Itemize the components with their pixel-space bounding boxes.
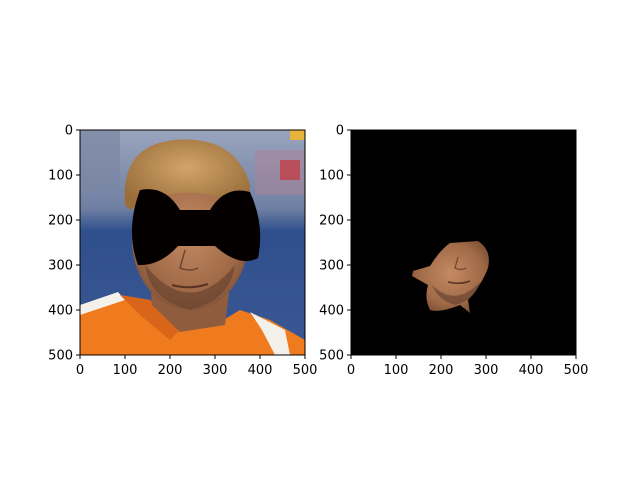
right-image: [351, 130, 576, 355]
left-image: [80, 130, 305, 355]
right-x-tick: 200: [429, 355, 454, 378]
right-x-tick: 400: [519, 355, 544, 378]
right-x-tick-label: 0: [347, 363, 355, 378]
left-y-tick: 200: [48, 214, 80, 229]
left-x-tick-label: 400: [248, 363, 273, 378]
right-y-tick: 200: [319, 214, 351, 229]
left-y-tick-label: 100: [48, 169, 73, 184]
left-y-tick: 500: [48, 349, 80, 364]
right-x-tick-label: 100: [384, 363, 409, 378]
left-x-tick: 100: [113, 355, 138, 378]
right-y-tick: 100: [319, 169, 351, 184]
left-y-tick: 100: [48, 169, 80, 184]
right-x-tick: 100: [384, 355, 409, 378]
left-y-ticks: 0 100 200 300 400 500: [48, 124, 80, 364]
left-y-tick-label: 400: [48, 304, 73, 319]
left-x-tick: 500: [293, 355, 318, 378]
left-y-tick-label: 500: [48, 349, 73, 364]
right-x-tick: 0: [347, 355, 355, 378]
right-axes-frame: [350, 129, 577, 356]
left-x-ticks: 0 100 200 300 400 500: [76, 355, 318, 378]
left-x-tick: 300: [203, 355, 228, 378]
right-x-tick-label: 500: [564, 363, 589, 378]
left-y-tick-label: 200: [48, 214, 73, 229]
right-x-tick-label: 200: [429, 363, 454, 378]
right-x-tick-label: 400: [519, 363, 544, 378]
right-x-tick-label: 300: [474, 363, 499, 378]
right-y-tick-label: 500: [319, 349, 344, 364]
right-y-tick: 0: [336, 124, 351, 139]
left-x-tick-label: 200: [158, 363, 183, 378]
left-x-tick-label: 500: [293, 363, 318, 378]
right-y-tick: 500: [319, 349, 351, 364]
right-x-tick: 500: [564, 355, 589, 378]
right-y-tick-label: 100: [319, 169, 344, 184]
left-y-tick: 0: [65, 124, 80, 139]
left-x-tick-label: 300: [203, 363, 228, 378]
left-x-tick-label: 0: [76, 363, 84, 378]
left-x-tick: 200: [158, 355, 183, 378]
right-y-ticks: 0 100 200 300 400 500: [319, 124, 351, 364]
right-y-tick-label: 400: [319, 304, 344, 319]
right-y-tick-label: 300: [319, 259, 344, 274]
left-x-tick-label: 100: [113, 363, 138, 378]
left-axes-frame: [79, 129, 306, 356]
left-y-tick-label: 0: [65, 124, 73, 139]
left-x-tick: 0: [76, 355, 84, 378]
left-x-tick: 400: [248, 355, 273, 378]
right-y-tick-label: 0: [336, 124, 344, 139]
left-y-tick-label: 300: [48, 259, 73, 274]
left-y-tick: 300: [48, 259, 80, 274]
right-x-ticks: 0 100 200 300 400 500: [347, 355, 589, 378]
right-y-tick: 300: [319, 259, 351, 274]
left-y-tick: 400: [48, 304, 80, 319]
right-y-tick-label: 200: [319, 214, 344, 229]
right-y-tick: 400: [319, 304, 351, 319]
right-x-tick: 300: [474, 355, 499, 378]
